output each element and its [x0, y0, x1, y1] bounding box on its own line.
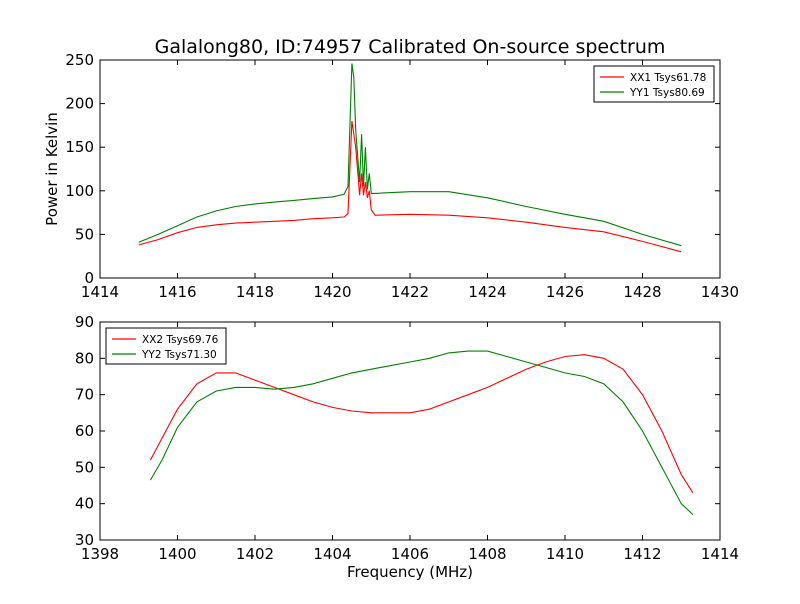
chart-title: Galalong80, ID:74957 Calibrated On-sourc…	[155, 36, 666, 58]
y-tick-label: 60	[75, 422, 94, 440]
x-tick-label: 1408	[468, 545, 506, 563]
y-tick-label: 90	[75, 313, 94, 331]
legend-label: YY2 Tsys71.30	[141, 349, 217, 361]
series-line-1	[149, 354, 694, 494]
y-tick-label: 250	[65, 51, 94, 69]
x-tick-label: 1400	[158, 545, 196, 563]
x-tick-label: 1420	[313, 283, 351, 301]
x-tick-label: 1426	[546, 283, 584, 301]
x-tick-label: 1424	[468, 283, 506, 301]
top-panel: 1414 1416 1418 1420 1422 1424 1426 1428 1430 0 50 1…	[43, 51, 739, 301]
x-tick-label: 1406	[391, 545, 429, 563]
x-tick-label: 1398	[81, 545, 119, 563]
x-tick-label: 1414	[81, 283, 119, 301]
series-line-2	[149, 350, 694, 516]
legend-label: YY1 Tsys80.69	[629, 87, 705, 99]
x-tick-label: 1416	[158, 283, 196, 301]
legend: XX2 Tsys69.76 YY2 Tsys71.30	[105, 327, 227, 365]
series-line-2	[138, 63, 682, 247]
y-tick-label: 50	[75, 458, 94, 476]
y-tick-label: 40	[75, 495, 94, 513]
y-tick-label: 80	[75, 349, 94, 367]
y-axis-label: Power in Kelvin	[43, 112, 61, 226]
x-tick-label: 1410	[546, 545, 584, 563]
legend-box	[105, 327, 227, 365]
legend-box	[593, 65, 715, 103]
series-line-1	[138, 120, 682, 253]
legend-label: XX2 Tsys69.76	[142, 334, 219, 346]
legend: XX1 Tsys61.78 YY1 Tsys80.69	[593, 65, 715, 103]
x-tick-label: 1430	[701, 283, 739, 301]
y-tick-label: 0	[84, 269, 94, 287]
x-tick-label: 1402	[236, 545, 274, 563]
x-tick-label: 1412	[623, 545, 661, 563]
y-tick-label: 50	[75, 225, 94, 243]
x-axis-label: Frequency (MHz)	[347, 563, 473, 581]
x-tick-label: 1428	[623, 283, 661, 301]
x-tick-label: 1414	[701, 545, 739, 563]
x-tick-label: 1404	[313, 545, 351, 563]
legend-label: XX1 Tsys61.78	[630, 72, 706, 84]
y-tick-label: 200	[65, 95, 94, 113]
y-tick-label: 150	[65, 138, 94, 156]
y-tick-label: 100	[65, 182, 94, 200]
y-tick-label: 70	[75, 386, 94, 404]
y-tick-label: 30	[75, 531, 94, 549]
bottom-panel: 1398 1400 1402 1404 1406 1408 1410 1412 1414 30 40…	[75, 313, 739, 581]
x-tick-label: 1422	[391, 283, 429, 301]
x-tick-label: 1418	[236, 283, 274, 301]
